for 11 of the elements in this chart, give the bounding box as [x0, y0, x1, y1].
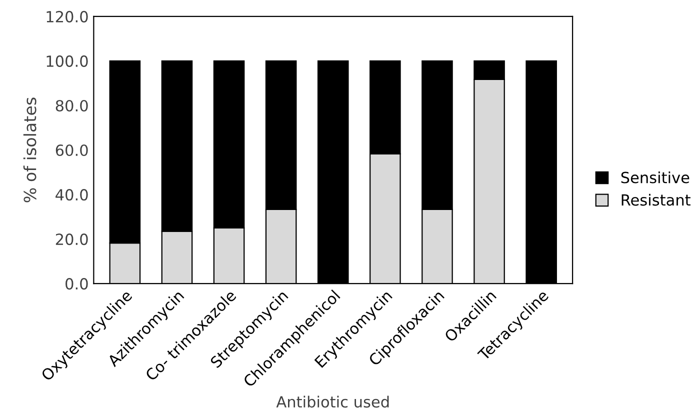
y-tick-label: 60.0 [56, 144, 88, 156]
y-tick-label: 40.0 [56, 189, 88, 201]
y-tick-label: 100.0 [46, 55, 88, 67]
y-tick-label: 120.0 [46, 10, 88, 22]
y-tick-label: 80.0 [56, 100, 88, 112]
x-axis-title: Antibiotic used [276, 396, 389, 408]
y-axis-title: % of isolates [23, 98, 36, 202]
legend-label: Sensitive [621, 171, 690, 184]
legend-label: Resistant [622, 194, 690, 206]
y-tick-label: 0.0 [66, 278, 88, 290]
y-tick-label: 20.0 [56, 234, 88, 246]
